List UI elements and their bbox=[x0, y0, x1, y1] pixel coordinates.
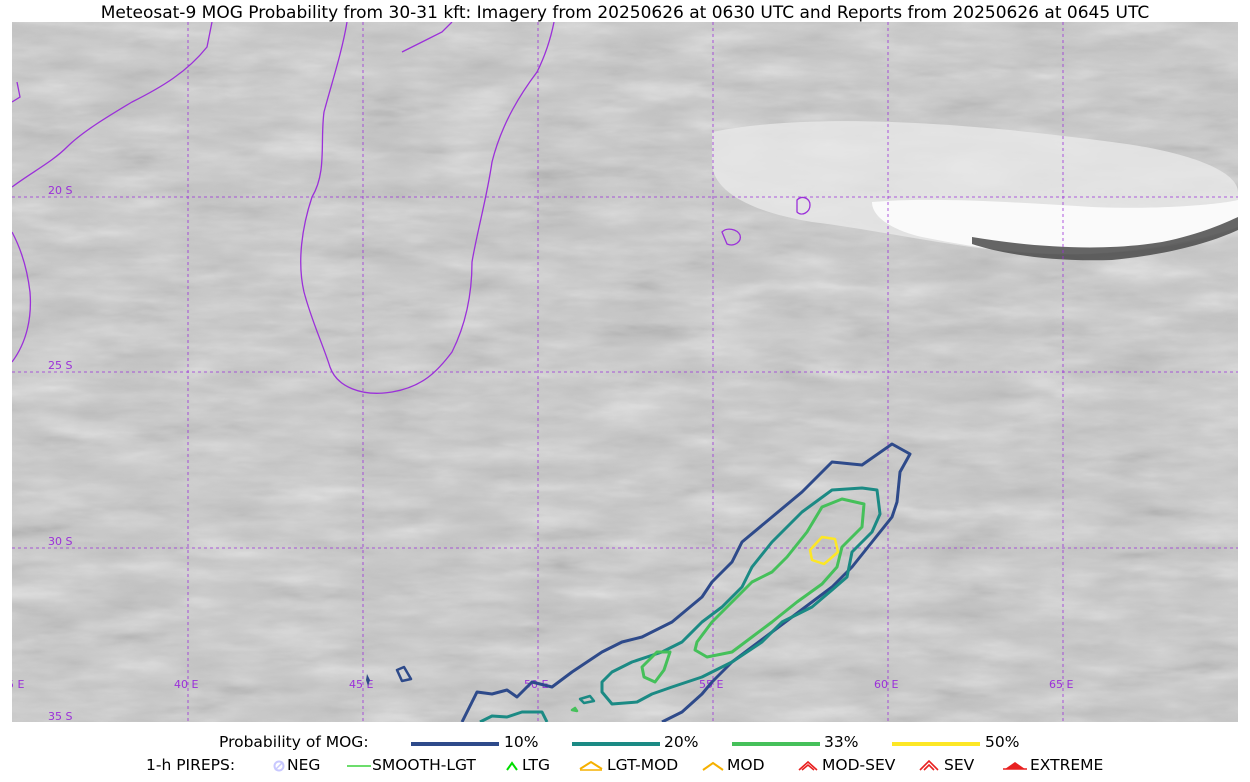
contour-33pct bbox=[640, 497, 866, 684]
pireps-legend: 1-h PIREPS: NEG SMOOTH-LGT LTG LGT-MOD M… bbox=[0, 756, 1250, 776]
cloud-band bbox=[712, 121, 1238, 261]
island-marker bbox=[366, 674, 370, 686]
contour-20pct bbox=[479, 486, 882, 722]
legend-line-10pct bbox=[411, 742, 499, 746]
chart-title: Meteosat-9 MOG Probability from 30-31 kf… bbox=[100, 3, 1150, 23]
ltg-caret-icon bbox=[506, 761, 518, 771]
extreme-caret-icon bbox=[1003, 762, 1027, 770]
pirep-label-neg: NEG bbox=[287, 756, 321, 774]
lon-label-40e: 40 E bbox=[174, 678, 198, 691]
probability-legend-title: Probability of MOG: bbox=[219, 733, 369, 751]
satellite-map[interactable]: 20 S 25 S 30 S 35 S 35 E 40 E 45 E 50 E … bbox=[12, 22, 1238, 722]
contour-10pct-small bbox=[395, 665, 413, 683]
legend-line-50pct bbox=[892, 742, 980, 746]
sev-caret-icon bbox=[919, 759, 939, 771]
contour-20pct-small bbox=[578, 694, 596, 705]
probability-legend: Probability of MOG: 10% 20% 33% 50% bbox=[0, 733, 1250, 753]
lat-label-30s: 30 S bbox=[48, 535, 72, 548]
mog-contours bbox=[395, 442, 912, 722]
gridlines bbox=[12, 22, 1238, 722]
lgt-mod-caret-icon bbox=[579, 760, 603, 771]
lon-label-65e: 65 E bbox=[1049, 678, 1073, 691]
pireps-legend-title: 1-h PIREPS: bbox=[146, 756, 236, 774]
lat-label-20s: 20 S bbox=[48, 184, 72, 197]
lat-label-35s: 35 S bbox=[48, 710, 72, 722]
legend-label-50pct: 50% bbox=[985, 733, 1020, 751]
pirep-label-extreme: EXTREME bbox=[1030, 756, 1104, 774]
pirep-label-ltg: LTG bbox=[522, 756, 550, 774]
contour-50pct bbox=[808, 535, 840, 566]
pirep-label-lgt-mod: LGT-MOD bbox=[607, 756, 679, 774]
neg-circle-icon bbox=[273, 760, 285, 772]
legend-label-20pct: 20% bbox=[664, 733, 699, 751]
smooth-line-icon bbox=[347, 765, 371, 767]
lon-label-35e: 35 E bbox=[12, 678, 24, 691]
coastlines bbox=[12, 22, 811, 394]
pirep-label-mod-sev: MOD-SEV bbox=[822, 756, 896, 774]
legend-label-33pct: 33% bbox=[824, 733, 859, 751]
pirep-label-mod: MOD bbox=[727, 756, 765, 774]
lat-label-25s: 25 S bbox=[48, 359, 72, 372]
mod-sev-caret-icon bbox=[798, 760, 818, 771]
pirep-label-sev: SEV bbox=[944, 756, 975, 774]
mod-caret-icon bbox=[702, 761, 724, 771]
contour-33pct-small bbox=[570, 706, 579, 713]
legend-line-33pct bbox=[732, 742, 820, 746]
pirep-label-smooth-lgt: SMOOTH-LGT bbox=[372, 756, 476, 774]
lon-label-60e: 60 E bbox=[874, 678, 898, 691]
legend-line-20pct bbox=[572, 742, 660, 746]
legend-label-10pct: 10% bbox=[504, 733, 539, 751]
